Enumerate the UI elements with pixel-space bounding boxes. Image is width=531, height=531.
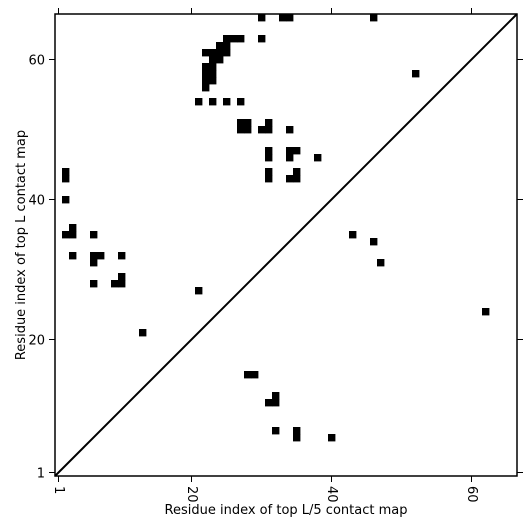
contact-cell — [90, 231, 98, 239]
contact-cell — [202, 77, 210, 85]
contact-cell — [223, 35, 231, 43]
contact-cell — [265, 399, 273, 407]
x-tick-label: 20 — [184, 486, 199, 503]
contact-cell — [90, 259, 98, 267]
y-tick-label: 40 — [28, 194, 45, 209]
contact-cell — [265, 175, 273, 183]
contact-cell — [244, 126, 252, 134]
contact-cell — [258, 14, 266, 22]
contact-cell — [69, 252, 77, 260]
contact-cell — [237, 35, 245, 43]
contact-cell — [209, 98, 217, 106]
contact-cell — [90, 280, 98, 288]
contact-cell — [237, 98, 245, 106]
contact-cell — [279, 14, 287, 22]
contact-cell — [237, 119, 245, 127]
contact-cell — [209, 63, 217, 71]
contact-cell — [202, 63, 210, 71]
contact-cell — [209, 77, 217, 85]
contact-cell — [286, 14, 294, 22]
y-tick-label: 1 — [37, 467, 45, 482]
contact-cell — [118, 280, 126, 288]
contact-cell — [482, 308, 490, 316]
contact-cell — [195, 98, 203, 106]
contact-cell — [265, 147, 273, 155]
contact-cell — [258, 126, 266, 134]
contact-cell — [118, 252, 126, 260]
contact-cell — [118, 273, 126, 281]
tick-marks — [49, 8, 523, 482]
x-tick-label: 1 — [51, 486, 66, 494]
contact-cell — [244, 119, 252, 127]
contact-cell — [265, 126, 273, 134]
contact-cell — [293, 427, 301, 435]
contact-cell — [244, 371, 252, 379]
contact-cell — [251, 371, 259, 379]
contact-cell — [377, 259, 385, 267]
contact-cell — [293, 434, 301, 442]
x-axis-title: Residue index of top L/5 contact map — [165, 503, 408, 518]
contact-cell — [286, 154, 294, 162]
contact-cell — [223, 49, 231, 57]
contact-cell — [265, 119, 273, 127]
contact-cell — [209, 56, 217, 64]
contact-cell — [272, 427, 280, 435]
contact-cells — [62, 14, 490, 442]
contact-cell — [293, 175, 301, 183]
contact-cell — [216, 56, 224, 64]
contact-cell — [223, 42, 231, 50]
contact-cell — [202, 84, 210, 92]
contact-cell — [139, 329, 147, 337]
plot-frame — [54, 13, 518, 477]
contact-cell — [314, 154, 322, 162]
contact-cell — [62, 231, 70, 239]
y-tick-label: 20 — [28, 334, 45, 349]
contact-cell — [272, 399, 280, 407]
contact-cell — [202, 49, 210, 57]
contact-cell — [209, 49, 217, 57]
contact-cell — [62, 196, 70, 204]
contact-cell — [230, 35, 238, 43]
contact-cell — [90, 252, 98, 260]
diagonal-line — [54, 13, 518, 477]
contact-cell — [286, 147, 294, 155]
contact-cell — [111, 280, 119, 288]
contact-cell — [237, 126, 245, 134]
tick-labels: 1 20 40 60 1 20 40 60 — [28, 54, 479, 503]
contact-cell — [195, 287, 203, 295]
contact-cell — [62, 175, 70, 183]
y-axis-title: Residue index of top L contact map — [14, 130, 29, 360]
contact-cell — [209, 70, 217, 78]
contact-cell — [370, 14, 378, 22]
contact-cell — [412, 70, 420, 78]
contact-cell — [62, 168, 70, 176]
contact-cell — [265, 154, 273, 162]
contact-cell — [370, 238, 378, 246]
contact-cell — [265, 168, 273, 176]
contact-cell — [286, 126, 294, 134]
contact-cell — [97, 252, 105, 260]
y-tick-label: 60 — [28, 54, 45, 69]
contact-cell — [202, 70, 210, 78]
x-tick-label: 40 — [324, 486, 339, 503]
contact-cell — [272, 392, 280, 400]
x-tick-label: 60 — [464, 486, 479, 503]
contact-cell — [293, 168, 301, 176]
contact-cell — [216, 42, 224, 50]
contact-cell — [293, 147, 301, 155]
contact-cell — [223, 98, 231, 106]
contact-cell — [258, 35, 266, 43]
contact-cell — [216, 49, 224, 57]
contact-cell — [69, 224, 77, 232]
contact-cell — [69, 231, 77, 239]
contact-cell — [328, 434, 336, 442]
contact-cell — [349, 231, 357, 239]
contact-cell — [286, 175, 294, 183]
